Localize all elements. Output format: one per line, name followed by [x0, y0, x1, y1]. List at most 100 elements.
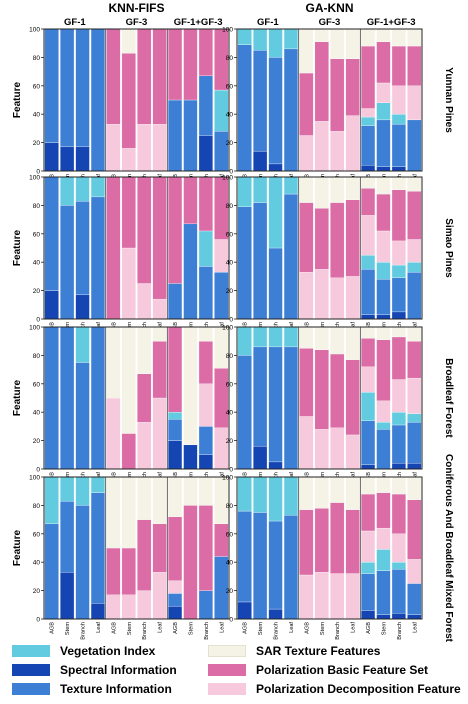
segment-texture — [407, 583, 422, 615]
segment-spectral — [237, 601, 252, 620]
panel-frame — [43, 476, 230, 620]
bar-ga-knn-simao-pines-gf-1-agb — [237, 176, 252, 320]
bar-knn-fifs-simao-pines-gf-1-leaf — [90, 176, 106, 320]
bar-knn-fifs-coniferous-and-broadleaf-mixed-forest-gf-1-stem — [60, 476, 75, 620]
bar-ga-knn-yunnan-pines-gf-3-agb — [299, 28, 314, 172]
panel-frame — [236, 28, 423, 172]
segment-polbasic — [152, 176, 167, 300]
bar-knn-fifs-yunnan-pines-gf-1-stem — [60, 28, 75, 172]
segment-texture — [268, 346, 283, 463]
segment-poldecomp — [391, 379, 406, 413]
row-label-yunnan-pines: Yunnan Pines — [443, 67, 454, 133]
y-tick-label: 20 — [226, 140, 234, 147]
segment-sar — [376, 326, 391, 340]
y-tick-label: 40 — [226, 560, 234, 567]
segment-texture — [268, 247, 283, 320]
segment-spectral — [44, 142, 59, 172]
segment-sar — [330, 28, 345, 59]
segment-spectral — [268, 608, 283, 620]
segment-texture — [167, 419, 183, 441]
segment-sar — [214, 476, 229, 525]
legend-item-vegetation-index: Vegetation Index — [12, 643, 155, 659]
segment-sar — [391, 476, 406, 495]
segment-polbasic — [214, 523, 229, 557]
segment-sar — [121, 326, 136, 434]
segment-polbasic — [376, 492, 391, 529]
segment-texture — [198, 75, 213, 136]
y-tick-label: 0 — [36, 317, 40, 324]
segment-texture — [283, 193, 299, 320]
segment-polbasic — [345, 58, 360, 116]
y-tick-label: 100 — [222, 175, 233, 182]
segment-poldecomp — [330, 131, 345, 172]
segment-poldecomp — [360, 108, 376, 118]
segment-texture — [391, 123, 406, 167]
segment-vegetation — [75, 176, 90, 202]
bar-ga-knn-coniferous-and-broadleaf-mixed-forest-gf-3-branch — [330, 476, 345, 620]
segment-polbasic — [121, 52, 136, 149]
segment-poldecomp — [299, 574, 314, 620]
legend-label-vegetation-index: Vegetation Index — [60, 644, 156, 658]
segment-spectral — [391, 311, 406, 320]
bar-ga-knn-simao-pines-gf-1-gf-3-agb — [360, 176, 376, 320]
segment-spectral — [198, 135, 213, 172]
segment-texture — [75, 505, 90, 620]
bar-knn-fifs-coniferous-and-broadleaf-mixed-forest-gf-3-branch — [137, 476, 152, 620]
segment-texture — [268, 57, 283, 165]
segment-poldecomp — [152, 397, 167, 470]
y-axis-label: Feature — [12, 530, 23, 567]
segment-vegetation — [198, 230, 213, 267]
bar-knn-fifs-coniferous-and-broadleaf-mixed-forest-gf-1-gf-3-agb — [167, 476, 183, 620]
segment-texture — [268, 520, 283, 610]
segment-poldecomp — [167, 580, 183, 594]
y-tick-label: 40 — [226, 260, 234, 267]
panel-knn-fifs-yunnan-pines: 020406080100AGBStemBranchLeafAGBStemBran… — [29, 27, 230, 192]
y-tick-label: 40 — [33, 260, 41, 267]
segment-vegetation — [376, 549, 391, 571]
bar-knn-fifs-yunnan-pines-gf-1-agb — [44, 28, 59, 172]
panel-frame — [43, 176, 230, 320]
segment-polbasic — [137, 28, 152, 125]
bar-knn-fifs-coniferous-and-broadleaf-mixed-forest-gf-1-branch — [75, 476, 90, 620]
segment-poldecomp — [407, 239, 422, 263]
segment-spectral — [167, 606, 183, 620]
bar-ga-knn-broadleaf-forest-gf-1-stem — [253, 326, 268, 470]
segment-sar — [407, 176, 422, 192]
bar-ga-knn-broadleaf-forest-gf-1-leaf — [283, 326, 299, 470]
panel-frame — [43, 326, 230, 470]
segment-poldecomp — [407, 85, 422, 121]
segment-vegetation — [376, 262, 391, 280]
segment-polbasic — [391, 336, 406, 380]
row-label-broadleaf-forest: Broadleaf Forest — [443, 358, 454, 438]
segment-texture — [60, 28, 75, 148]
segment-texture — [360, 269, 376, 315]
segment-polbasic — [299, 509, 314, 576]
segment-polbasic — [360, 338, 376, 367]
segment-spectral — [391, 613, 406, 620]
bar-knn-fifs-simao-pines-gf-3-agb — [106, 176, 121, 320]
y-tick-label: 0 — [229, 617, 233, 624]
x-tick-label: AGB — [366, 622, 372, 634]
bar-knn-fifs-broadleaf-forest-gf-3-branch — [137, 326, 152, 470]
segment-vegetation — [253, 28, 268, 51]
y-tick-label: 100 — [222, 27, 233, 34]
legend-item-polarization-basic-feature-set: Polarization Basic Feature Set — [208, 662, 428, 678]
segment-vegetation — [253, 476, 268, 513]
segment-vegetation — [44, 476, 59, 525]
segment-spectral — [376, 166, 391, 172]
segment-poldecomp — [376, 230, 391, 263]
segment-spectral — [376, 314, 391, 320]
panel-frame — [236, 476, 423, 620]
y-tick-label: 60 — [33, 381, 41, 388]
segment-texture — [391, 424, 406, 464]
y-tick-label: 20 — [33, 140, 41, 147]
bar-ga-knn-yunnan-pines-gf-1-gf-3-agb — [360, 28, 376, 172]
segment-sar — [407, 28, 422, 47]
segment-spectral — [198, 454, 213, 470]
bar-knn-fifs-coniferous-and-broadleaf-mixed-forest-gf-1-leaf — [90, 476, 106, 620]
y-tick-label: 20 — [226, 438, 234, 445]
bar-ga-knn-yunnan-pines-gf-1-stem — [253, 28, 268, 172]
segment-spectral — [360, 165, 376, 172]
y-tick-label: 80 — [226, 503, 234, 510]
bar-knn-fifs-coniferous-and-broadleaf-mixed-forest-gf-3-stem — [121, 476, 136, 620]
